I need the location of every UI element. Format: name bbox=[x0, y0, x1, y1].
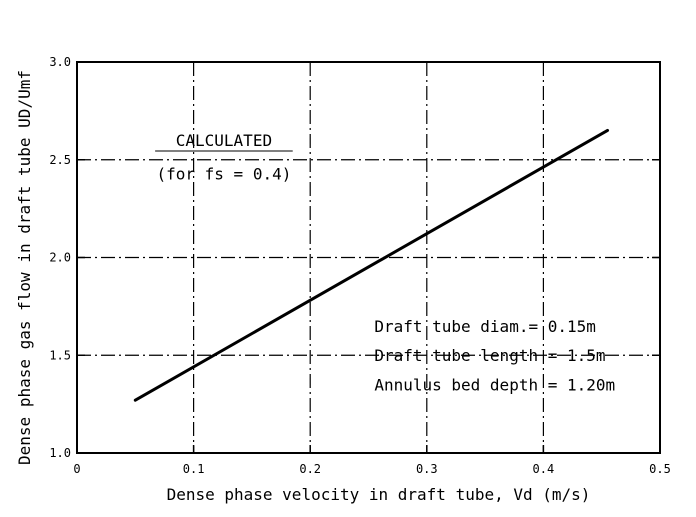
y-tick-label: 2.5 bbox=[49, 153, 71, 167]
annotation-fs-note: (for fs = 0.4) bbox=[156, 164, 291, 183]
x-axis-label: Dense phase velocity in draft tube, Vd (… bbox=[167, 485, 591, 504]
y-tick-label: 1.5 bbox=[49, 348, 71, 362]
annotation-draft-tube-diam: Draft tube diam.= 0.15m bbox=[374, 317, 596, 336]
annotation-calculated: CALCULATED bbox=[176, 131, 272, 150]
annotation-annulus-bed-depth: Annulus bed depth = 1.20m bbox=[374, 375, 615, 394]
grid-lines bbox=[77, 62, 660, 453]
y-tick-label: 1.0 bbox=[49, 446, 71, 460]
annotations: CALCULATED (for fs = 0.4) Draft tube dia… bbox=[155, 131, 615, 394]
y-tick-label: 3.0 bbox=[49, 55, 71, 69]
series-layer bbox=[133, 128, 610, 402]
x-tick-label: 0.2 bbox=[299, 462, 321, 476]
y-axis-label: Dense phase gas flow in draft tube UD/Um… bbox=[15, 70, 34, 465]
axis-ticks: 0 0.1 0.2 0.3 0.4 0.5 1.0 1.5 2.0 2.5 3.0 bbox=[49, 55, 671, 476]
x-tick-label: 0.3 bbox=[416, 462, 438, 476]
series-line bbox=[133, 128, 610, 402]
x-tick-label: 0.1 bbox=[183, 462, 205, 476]
y-tick-label: 2.0 bbox=[49, 251, 71, 265]
x-tick-label: 0 bbox=[73, 462, 80, 476]
annotation-draft-tube-length: Draft tube length = 1.5m bbox=[374, 346, 605, 365]
x-tick-label: 0.4 bbox=[533, 462, 555, 476]
x-tick-label: 0.5 bbox=[649, 462, 671, 476]
